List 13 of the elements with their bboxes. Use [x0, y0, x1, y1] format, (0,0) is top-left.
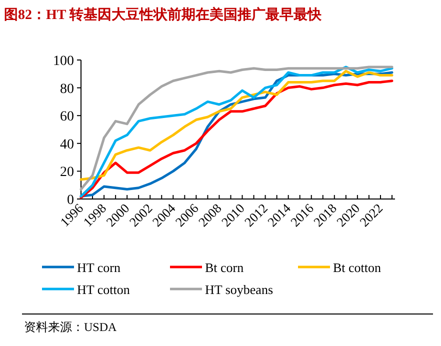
y-tick-label: 80 — [60, 82, 74, 97]
y-tick-label: 20 — [60, 165, 74, 180]
annotation: 资料来源：USDA — [24, 320, 117, 334]
y-tick-label: 0 — [67, 193, 74, 208]
legend-label: HT soybeans — [205, 282, 274, 297]
legend-label: HT corn — [77, 260, 121, 275]
y-tick-label: 60 — [60, 110, 74, 125]
title: 图82：HT 转基因大豆性状前期在美国推广最早最快 — [4, 8, 322, 23]
legend-label: Bt corn — [205, 260, 244, 275]
y-tick-label: 40 — [60, 137, 74, 152]
y-tick-label: 100 — [53, 54, 74, 69]
legend-label: HT cotton — [77, 282, 130, 297]
legend-label: Bt cotton — [333, 260, 382, 275]
